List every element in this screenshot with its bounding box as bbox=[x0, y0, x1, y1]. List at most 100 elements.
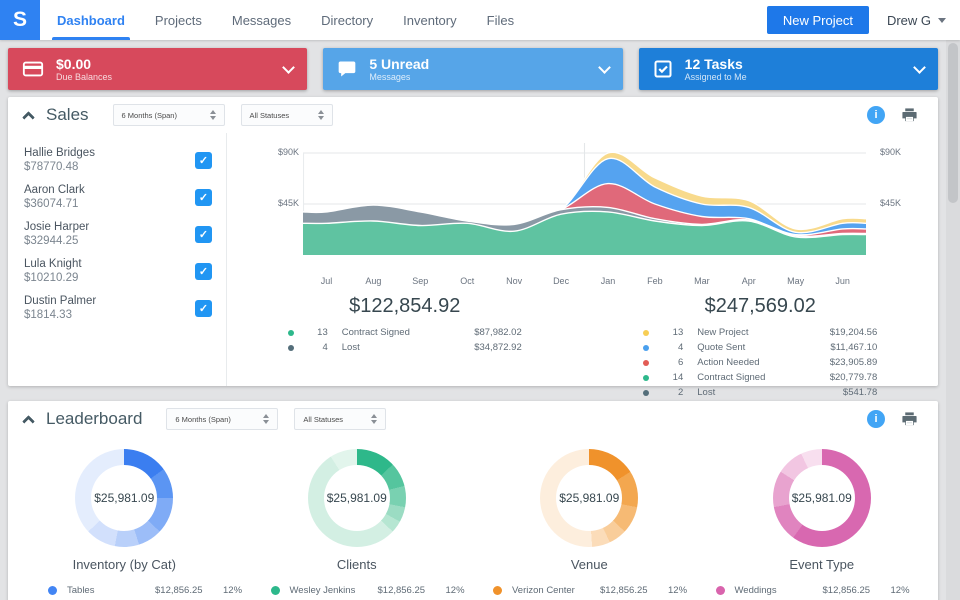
sales-status-value: All Statuses bbox=[249, 110, 290, 120]
y-axis-label: $90K bbox=[277, 147, 299, 157]
legend-dot-icon bbox=[643, 344, 650, 351]
card-text: $0.00 Due Balances bbox=[56, 56, 112, 82]
person-checkbox[interactable]: ✓ bbox=[195, 151, 212, 169]
person-text: Hallie Bridges $78770.48 bbox=[24, 147, 95, 173]
month-label: Jan bbox=[600, 276, 616, 286]
legend-dot-icon bbox=[715, 586, 725, 595]
nav-item-directory[interactable]: Directory bbox=[321, 12, 374, 28]
app-logo[interactable]: S bbox=[0, 0, 40, 40]
person-checkbox[interactable]: ✓ bbox=[195, 299, 212, 317]
legend-row: 4 Lost $34,872.92 bbox=[287, 340, 522, 355]
donut-label: Event Type bbox=[789, 557, 855, 572]
sales-status-select[interactable]: All Statuses bbox=[240, 104, 333, 126]
first-half-legend: 13 Contract Signed $87,982.02 4 Lost $34,872.… bbox=[287, 325, 522, 355]
print-icon[interactable] bbox=[901, 411, 918, 428]
person-checkbox[interactable]: ✓ bbox=[195, 225, 212, 243]
top-navbar: S Dashboard Projects Messages Directory Inve… bbox=[0, 0, 960, 40]
month-label: Apr bbox=[741, 276, 756, 286]
task-checkbox-icon bbox=[653, 59, 673, 79]
legend-count: 4 bbox=[322, 342, 328, 353]
legend-label: New Project bbox=[697, 327, 749, 338]
legend-row: 4 Quote Sent $11,467.10 bbox=[643, 340, 877, 355]
sales-person-row[interactable]: Josie Harper $32944.25 ✓ bbox=[24, 221, 212, 247]
card-text: 5 Unread Messages bbox=[369, 56, 429, 82]
legend-amount: $12,856.25 bbox=[377, 585, 426, 596]
person-name: Lula Knight bbox=[24, 258, 82, 270]
month-label: Feb bbox=[647, 276, 663, 286]
sales-person-row[interactable]: Lula Knight $10210.29 ✓ bbox=[24, 258, 212, 284]
legend-label: Lost bbox=[697, 387, 716, 398]
person-amount: $1814.33 bbox=[24, 309, 72, 321]
month-label: Nov bbox=[506, 276, 523, 286]
collapse-chevron-icon[interactable] bbox=[22, 111, 35, 124]
donut-center-value: $25,981.09 bbox=[788, 465, 855, 531]
user-menu[interactable]: Drew G bbox=[887, 13, 946, 28]
month-label: May bbox=[787, 276, 805, 286]
card-label: Assigned to Me bbox=[684, 71, 747, 82]
donut-center-value: $25,981.09 bbox=[91, 465, 158, 531]
person-checkbox[interactable]: ✓ bbox=[195, 262, 212, 280]
chevron-down-icon[interactable] bbox=[913, 60, 926, 74]
person-checkbox[interactable]: ✓ bbox=[195, 188, 212, 206]
legend-amount: $34,872.92 bbox=[474, 342, 522, 353]
scrollbar-thumb[interactable] bbox=[948, 43, 958, 203]
nav-item-messages[interactable]: Messages bbox=[231, 12, 292, 28]
nav-item-projects[interactable]: Projects bbox=[154, 12, 202, 28]
collapse-chevron-icon[interactable] bbox=[22, 415, 35, 428]
sales-span-select[interactable]: 6 Months (Span) bbox=[112, 104, 225, 126]
person-text: Lula Knight $10210.29 bbox=[24, 258, 82, 284]
leaderboard-status-select[interactable]: All Statuses bbox=[294, 408, 387, 430]
legend-percent: 12% bbox=[223, 585, 243, 596]
nav-item-dashboard[interactable]: Dashboard bbox=[42, 0, 140, 40]
sales-person-row[interactable]: Hallie Bridges $78770.48 ✓ bbox=[24, 147, 212, 173]
month-label: Mar bbox=[694, 276, 710, 286]
leaderboard-span-select[interactable]: 6 Months (Span) bbox=[166, 408, 279, 430]
legend-row: 13 New Project $19,204.56 bbox=[643, 325, 877, 340]
new-project-button[interactable]: New Project bbox=[766, 6, 869, 34]
summary-card-3[interactable]: 12 Tasks Assigned to Me bbox=[638, 48, 938, 90]
sales-person-row[interactable]: Dustin Palmer $1814.33 ✓ bbox=[24, 295, 212, 321]
legend-dot-icon bbox=[643, 389, 650, 396]
summary-card-1[interactable]: $0.00 Due Balances bbox=[8, 48, 308, 90]
legend-label: Contract Signed bbox=[697, 372, 766, 383]
inventory-donut-column: $25,981.09 Inventory (by Cat) bbox=[8, 449, 241, 572]
legend-label: Verizon Center bbox=[512, 585, 575, 596]
y-axis-label: $90K bbox=[880, 147, 902, 157]
card-value: $0.00 bbox=[56, 55, 92, 72]
info-icon[interactable]: i bbox=[867, 106, 885, 124]
person-text: Dustin Palmer $1814.33 bbox=[24, 295, 96, 321]
legend-count: 13 bbox=[317, 327, 328, 338]
legend-percent: 12% bbox=[890, 585, 910, 596]
venue-donut: $25,981.09 bbox=[540, 449, 639, 547]
sales-person-row[interactable]: Aaron Clark $36074.71 ✓ bbox=[24, 184, 212, 210]
select-spinner-icon bbox=[263, 411, 270, 427]
sales-chart-area: $90K $45K $90K $45K Jul Aug Sep Oct Nov Dec Ja… bbox=[227, 133, 938, 398]
nav-item-inventory[interactable]: Inventory bbox=[403, 12, 457, 28]
leaderboard-panel: Leaderboard 6 Months (Span) All Statuses… bbox=[8, 401, 938, 600]
person-amount: $10210.29 bbox=[24, 272, 79, 284]
print-icon[interactable] bbox=[901, 107, 918, 124]
legend-dot-icon bbox=[270, 586, 280, 595]
first-half-total: $122,854.92 bbox=[349, 295, 461, 317]
chevron-down-icon[interactable] bbox=[282, 60, 296, 74]
legend-amount: $12,856.25 bbox=[600, 585, 648, 596]
legend-dot-icon bbox=[48, 586, 57, 595]
legend-label: Quote Sent bbox=[697, 342, 746, 353]
nav-item-files[interactable]: Files bbox=[486, 12, 515, 28]
person-amount: $36074.71 bbox=[24, 198, 79, 210]
info-icon[interactable]: i bbox=[867, 410, 885, 428]
legend-count: 6 bbox=[677, 357, 684, 368]
donut-label: Inventory (by Cat) bbox=[72, 557, 176, 572]
legend-label: Tables bbox=[67, 585, 95, 596]
month-label: Jun bbox=[835, 276, 850, 286]
chevron-down-icon[interactable] bbox=[597, 60, 611, 74]
card-value: 12 Tasks bbox=[684, 55, 743, 72]
legend-dot-icon bbox=[643, 374, 650, 381]
legend-amount: $541.78 bbox=[842, 387, 878, 398]
person-name: Dustin Palmer bbox=[24, 295, 97, 307]
summary-card-2[interactable]: 5 Unread Messages bbox=[323, 48, 623, 90]
legend-amount: $12,856.25 bbox=[155, 585, 203, 596]
card-text: 12 Tasks Assigned to Me bbox=[685, 56, 747, 82]
legend-label: Weddings bbox=[734, 585, 777, 596]
person-text: Josie Harper $32944.25 bbox=[24, 221, 89, 247]
